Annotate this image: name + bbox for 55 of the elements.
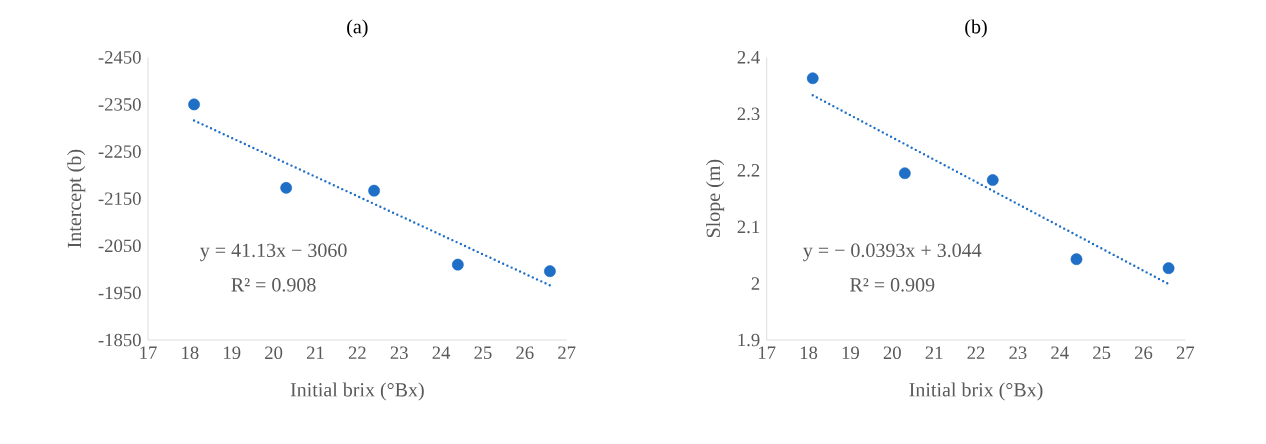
y-tick-label: 2.2 (737, 164, 760, 177)
point (1070, 253, 1083, 266)
point (188, 98, 200, 111)
y-tick-label: -1850 (98, 333, 141, 347)
x-tick-label: 20 (883, 346, 901, 360)
x-tick-label: 19 (842, 346, 859, 360)
y-tick-label: 1.9 (738, 333, 760, 347)
chart-title: (b) (965, 19, 987, 38)
y-tick-label: -2350 (98, 98, 141, 111)
y-tick-label: -1950 (98, 286, 141, 300)
point (986, 174, 999, 186)
x-tick-label: 27 (1176, 346, 1195, 359)
y-axis-title: Slope (m) (706, 159, 725, 238)
annotation: y = 41.13x − 3060 (200, 243, 347, 262)
point (544, 265, 556, 278)
x-tick-label: 22 (967, 346, 985, 359)
y-tick-label: -2050 (98, 239, 141, 253)
y-tick-label: -2150 (98, 192, 141, 205)
annotation: R² = 0.908 (231, 278, 316, 292)
y-tick-label: 2.3 (737, 107, 760, 121)
x-tick-label: 22 (348, 346, 366, 359)
x-tick-label: 24 (1051, 346, 1069, 359)
y-tick-label: -2450 (98, 51, 141, 64)
y-axis-title: Intercept (b) (67, 149, 86, 248)
x-tick-label: 25 (1093, 346, 1111, 360)
point (898, 167, 911, 180)
y-tick-label: 2 (751, 277, 760, 290)
x-axis-title: Initial brix (°Bx) (290, 382, 424, 401)
x-tick-label: 18 (800, 346, 818, 360)
x-tick-label: 17 (758, 346, 776, 359)
x-tick-label: 21 (925, 346, 943, 359)
annotation: R² = 0.909 (850, 278, 935, 292)
x-tick-label: 21 (306, 346, 324, 359)
annotation: y = − 0.0393x + 3.044 (803, 243, 982, 262)
x-axis-title: Initial brix (°Bx) (909, 382, 1043, 401)
y-tick-label: -2250 (98, 145, 141, 158)
y-tick-label: 2.1 (737, 220, 760, 234)
x-tick-label: 24 (432, 346, 451, 359)
point (1162, 262, 1175, 275)
point (806, 72, 819, 85)
x-tick-label: 27 (558, 346, 576, 359)
x-tick-label: 26 (516, 346, 534, 360)
chart-title: (a) (347, 19, 368, 38)
point (280, 181, 293, 194)
x-tick-label: 26 (1134, 346, 1153, 360)
x-tick-label: 18 (182, 346, 199, 360)
x-tick-label: 19 (224, 346, 241, 360)
x-tick-label: 25 (474, 346, 492, 360)
x-tick-label: 23 (390, 346, 408, 360)
point (451, 258, 464, 271)
x-tick-label: 17 (140, 346, 157, 359)
x-tick-label: 23 (1009, 346, 1027, 360)
x-tick-label: 20 (265, 346, 283, 360)
point (368, 184, 380, 197)
y-tick-label: 2.4 (737, 51, 760, 64)
